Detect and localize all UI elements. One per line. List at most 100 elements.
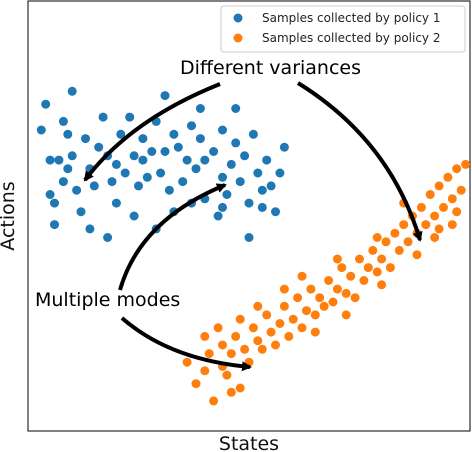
data-point [191,379,201,389]
data-point [138,134,148,144]
data-point [129,211,139,221]
data-point [222,190,232,199]
data-point [134,181,143,191]
data-point [257,202,267,212]
data-point [257,344,267,354]
data-point [355,254,364,264]
arrow-variance-right [296,81,423,242]
data-point [461,159,471,169]
data-point [430,211,440,221]
legend-marker-policy-1 [233,13,243,23]
data-point [421,220,431,230]
data-point [385,263,395,273]
data-point [394,245,404,255]
data-point [310,310,320,320]
data-point [452,207,462,217]
data-point [244,198,254,208]
data-point [293,293,303,303]
data-point [85,224,95,234]
data-point [332,254,342,264]
data-point [120,168,130,178]
data-point [315,293,325,303]
data-point [434,224,444,234]
series-policy-2 [182,159,471,406]
data-point [456,185,466,195]
data-point [412,250,422,260]
data-point [209,147,219,156]
arrow-modes-up [118,183,227,291]
data-point [41,99,51,109]
data-point [275,319,285,328]
data-point [200,366,210,376]
data-point [226,349,236,359]
legend-box [220,5,466,53]
legend: Samples collected by policy 1 Samples co… [220,5,466,53]
data-point [218,172,227,182]
data-point [45,155,55,165]
data-point [279,301,289,311]
data-point [253,301,263,311]
data-point [271,340,280,350]
arrow-modes-down [120,316,252,372]
data-point [363,263,373,273]
data-point [156,168,166,178]
data-point [63,129,73,139]
data-point [63,164,73,174]
data-point [359,276,369,285]
y-axis-label: Actions [0,181,19,250]
data-point [425,190,435,199]
data-point [341,310,351,320]
data-point [58,177,68,187]
legend-label-policy-1: Samples collected by policy 1 [262,11,440,25]
data-point [248,323,258,333]
data-point [58,116,68,126]
data-point [191,164,201,174]
data-point [306,284,316,294]
data-point [67,86,77,96]
data-point [50,220,59,230]
data-point [36,125,46,135]
data-point [213,211,223,221]
data-point [160,147,170,156]
data-point [332,284,342,294]
data-point [337,263,347,273]
data-point [266,181,276,191]
data-point [310,327,320,337]
series-policy-1 [36,86,289,242]
data-point [430,233,440,242]
data-point [218,340,227,350]
data-point [443,172,453,182]
data-point [319,301,329,311]
data-point [434,181,444,191]
data-point [231,331,241,341]
data-point [50,198,59,208]
data-point [218,202,227,212]
data-point [279,284,289,294]
data-point [76,207,86,217]
data-point [164,185,174,195]
data-point [447,220,457,230]
data-point [439,202,448,212]
data-point [200,155,210,165]
data-point [372,233,382,242]
data-point [262,155,272,165]
data-point [302,306,311,316]
data-point [452,164,462,174]
data-point [328,297,338,307]
data-point [89,181,99,191]
data-point [341,288,351,298]
data-point [200,331,210,341]
data-point [275,168,285,178]
data-point [111,159,121,169]
data-point [147,147,157,156]
data-point [297,271,307,281]
legend-label-policy-2: Samples collected by policy 2 [262,31,440,45]
data-point [324,276,334,285]
data-point [173,142,183,152]
data-point [125,112,135,122]
data-point [377,254,387,264]
legend-marker-policy-2 [233,33,243,43]
data-point [346,271,356,281]
data-point [399,220,409,230]
